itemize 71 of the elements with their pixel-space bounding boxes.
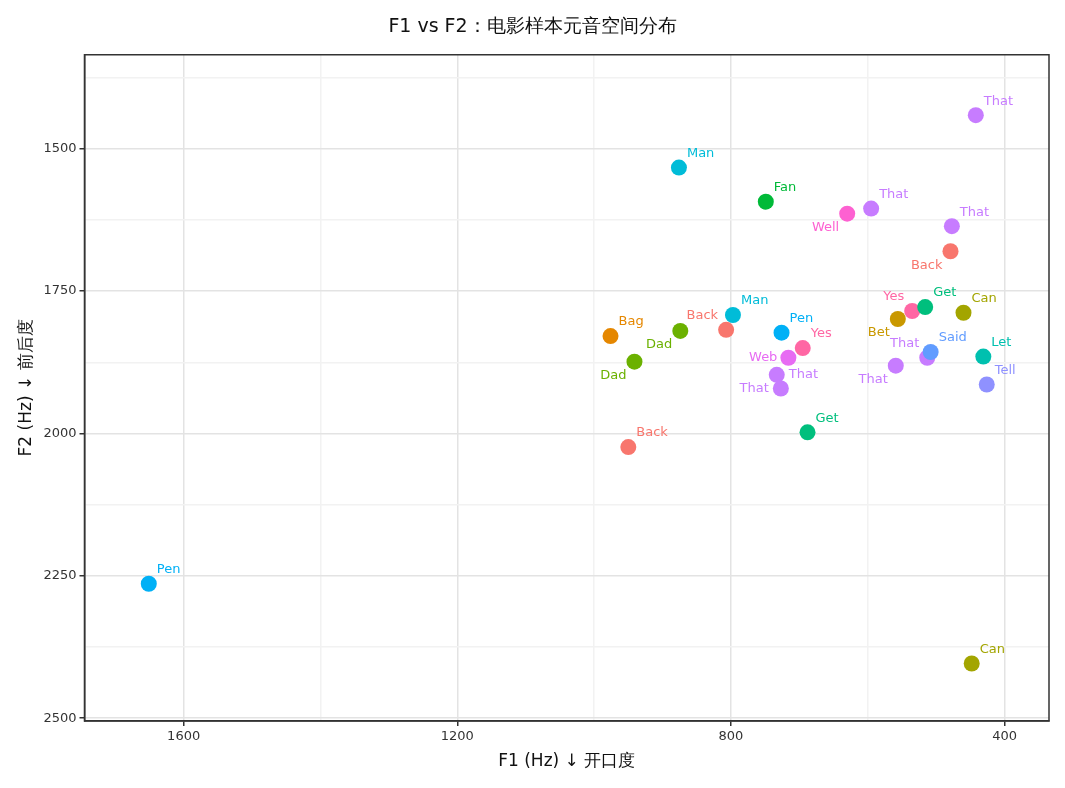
series-label: Get [815,409,839,425]
point [942,243,959,260]
text: That [879,185,909,201]
text: That [959,203,990,219]
point [670,159,687,176]
series-label: Web [749,349,778,365]
y-axis-title: F2 (Hz) ↓ 前后度 [14,319,35,457]
point [904,303,921,320]
x-tick-label: 1600 [167,728,201,744]
point [922,344,939,361]
text: Back [686,307,719,323]
text: Man [740,292,769,308]
text: That [889,335,920,351]
point [602,328,619,345]
text: Back [636,424,668,440]
point [839,205,856,222]
series-label: Back [910,256,943,272]
y-tick-label: 1500 [43,140,77,156]
x-axis-title: F1 (Hz) ↓ 开口度 [498,750,636,771]
series-label: That [857,371,888,387]
text: Can [971,290,997,306]
text: Get [933,284,957,300]
text: Dad [646,336,673,352]
point [799,424,816,441]
point [140,575,157,592]
series-label: Pen [156,561,181,577]
point [943,218,960,235]
x-tick-label: 1200 [440,728,474,744]
y-tick-label: 2000 [43,424,77,440]
point [757,193,774,210]
chart-title: F1 vs F2：电影样本元音空间分布 [388,14,677,37]
point [718,321,735,338]
series-label: Can [979,640,1005,656]
text: Yes [883,288,905,304]
text: That [983,92,1014,108]
point [955,304,972,321]
text: Pen [789,310,814,326]
point [724,307,741,324]
x-tick-label: 400 [992,728,1017,744]
point [963,655,980,672]
point [889,311,906,327]
series-label: Man [686,144,715,160]
series-label: Fan [773,179,797,195]
point [780,349,797,366]
series-label: Said [938,329,967,345]
point [863,200,880,217]
y-tick-label: 2500 [43,709,77,725]
point [672,322,689,339]
point [773,324,790,341]
point [620,439,637,456]
series-label: Well [811,219,840,235]
series-label: Yes [809,325,832,341]
text: That [788,365,819,381]
series-label: Bet [867,324,890,340]
x-tick-label: 800 [718,728,744,744]
point [917,299,934,316]
series-label: Tell [993,361,1016,377]
point [887,357,904,374]
point [768,366,785,383]
point [978,376,995,393]
y-tick-label: 1750 [43,282,77,298]
series-label: Let [991,333,1012,349]
point [967,107,984,124]
series-label: Bag [618,313,644,329]
text: That [739,380,769,396]
point [772,380,789,397]
y-tick-label: 2250 [43,567,77,583]
point [626,353,643,370]
series-label: Dad [600,367,627,383]
point [794,340,811,357]
point [975,348,992,365]
